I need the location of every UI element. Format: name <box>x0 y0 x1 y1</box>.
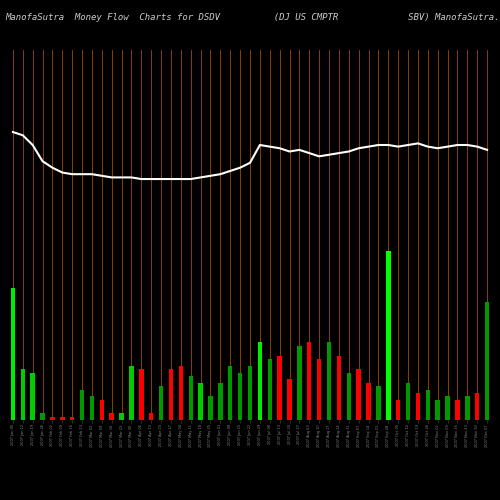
Bar <box>366 383 371 420</box>
Bar <box>288 380 292 420</box>
Bar <box>110 413 114 420</box>
Bar <box>485 302 490 420</box>
Bar <box>268 359 272 420</box>
Bar <box>416 393 420 420</box>
Bar <box>238 372 242 420</box>
Bar <box>139 370 143 420</box>
Bar <box>10 288 15 420</box>
Bar <box>297 346 302 420</box>
Bar <box>208 396 212 420</box>
Bar <box>168 370 173 420</box>
Bar <box>60 416 64 420</box>
Bar <box>426 390 430 420</box>
Bar <box>406 383 410 420</box>
Bar <box>455 400 460 420</box>
Bar <box>40 413 45 420</box>
Bar <box>80 390 84 420</box>
Bar <box>178 366 183 420</box>
Bar <box>120 413 124 420</box>
Bar <box>465 396 469 420</box>
Bar <box>30 372 35 420</box>
Bar <box>396 400 400 420</box>
Bar <box>336 356 341 420</box>
Bar <box>70 416 74 420</box>
Bar <box>218 383 222 420</box>
Text: ManofaSutra  Money Flow  Charts for DSDV          (DJ US CMPTR             SBV) : ManofaSutra Money Flow Charts for DSDV (… <box>5 12 500 22</box>
Bar <box>436 400 440 420</box>
Bar <box>386 251 390 420</box>
Bar <box>188 376 193 420</box>
Bar <box>346 372 351 420</box>
Bar <box>356 370 361 420</box>
Bar <box>129 366 134 420</box>
Bar <box>100 400 104 420</box>
Bar <box>317 359 322 420</box>
Bar <box>278 356 282 420</box>
Bar <box>20 370 25 420</box>
Bar <box>50 416 54 420</box>
Bar <box>475 393 480 420</box>
Bar <box>90 396 94 420</box>
Bar <box>376 386 380 420</box>
Bar <box>198 383 203 420</box>
Bar <box>248 366 252 420</box>
Bar <box>149 413 154 420</box>
Bar <box>327 342 332 420</box>
Bar <box>159 386 164 420</box>
Bar <box>228 366 232 420</box>
Bar <box>446 396 450 420</box>
Bar <box>258 342 262 420</box>
Bar <box>307 342 312 420</box>
